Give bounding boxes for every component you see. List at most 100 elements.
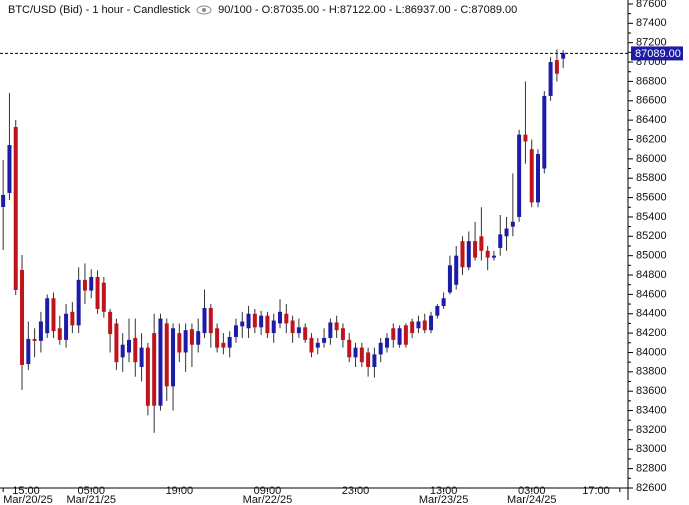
candle-body xyxy=(76,279,81,326)
y-tick-label: 84400 xyxy=(636,308,667,320)
candle-body xyxy=(7,145,12,193)
y-tick-label: 85000 xyxy=(636,250,667,262)
candle-body xyxy=(548,62,553,96)
y-tick-label: 86600 xyxy=(636,95,667,107)
candle-body xyxy=(510,221,515,227)
candle-body xyxy=(252,313,257,328)
candle-body xyxy=(1,194,6,207)
candle-body xyxy=(416,321,421,329)
candle-body xyxy=(183,330,188,353)
candle-body xyxy=(485,250,490,258)
candle-body xyxy=(397,328,402,345)
candle-body xyxy=(45,298,50,334)
candle-body xyxy=(145,347,150,406)
candle-body xyxy=(391,328,396,340)
x-date-label: Mar/21/25 xyxy=(66,494,116,505)
candle-body xyxy=(196,331,201,345)
candle-body xyxy=(422,320,427,331)
candle-body xyxy=(189,329,194,345)
candle-body xyxy=(32,338,37,341)
chart-info: 90/100 - O:87035.00 - H:87122.00 - L:869… xyxy=(218,4,518,16)
x-tick-label: 05:00 xyxy=(77,485,105,497)
candle-body xyxy=(340,328,345,340)
candle-body xyxy=(139,347,144,367)
candle-body xyxy=(133,337,138,363)
candle-body xyxy=(529,149,534,203)
y-tick-label: 85400 xyxy=(636,211,667,223)
candle-body xyxy=(265,315,270,334)
x-tick-label: 23:00 xyxy=(342,485,370,497)
candle-body xyxy=(460,241,465,268)
candle-body xyxy=(240,321,245,327)
y-tick-label: 87000 xyxy=(636,56,667,68)
candle-body xyxy=(410,321,415,334)
y-tick-label: 86400 xyxy=(636,114,667,126)
candle-body xyxy=(233,325,238,337)
candle-body xyxy=(429,315,434,331)
candle-body xyxy=(208,307,213,334)
y-tick-label: 82800 xyxy=(636,463,667,475)
candle-body xyxy=(561,53,566,59)
candle-body xyxy=(164,323,169,387)
candle-body xyxy=(70,311,75,326)
candle-body xyxy=(447,265,452,293)
candle-body xyxy=(89,276,94,291)
eye-icon xyxy=(196,5,212,15)
candle-body xyxy=(441,298,446,307)
x-tick-label: 03:00 xyxy=(518,485,546,497)
candle-body xyxy=(82,279,87,291)
candle-body xyxy=(435,306,440,316)
candle-body xyxy=(353,347,358,358)
candle-body xyxy=(378,342,383,355)
chart-title: BTC/USD (Bid) - 1 hour - Candlestick xyxy=(8,4,191,16)
y-tick-label: 84600 xyxy=(636,288,667,300)
y-tick-label: 86000 xyxy=(636,153,667,165)
x-tick-label: 17:00 xyxy=(582,485,610,497)
candle-body xyxy=(473,241,478,258)
y-tick-label: 87600 xyxy=(636,0,667,10)
candle-body xyxy=(454,255,459,285)
candle-body xyxy=(309,337,314,353)
candle-body xyxy=(95,276,100,309)
candle-body xyxy=(20,269,25,365)
y-tick-label: 84000 xyxy=(636,346,667,358)
candle-body xyxy=(366,352,371,367)
candle-body xyxy=(517,134,522,217)
candle-body xyxy=(498,234,503,248)
candle-body xyxy=(372,354,377,367)
y-tick-label: 85800 xyxy=(636,172,667,184)
candle-body xyxy=(38,321,43,341)
candle-body xyxy=(542,95,547,169)
x-date-label: Mar/24/25 xyxy=(507,494,557,505)
candle-body xyxy=(322,337,327,343)
x-tick-label: 19:00 xyxy=(166,485,194,497)
candle-body xyxy=(158,318,163,406)
y-tick-label: 84800 xyxy=(636,269,667,281)
y-tick-label: 83600 xyxy=(636,385,667,397)
candle-body xyxy=(57,328,62,340)
last-price-box xyxy=(631,46,683,61)
candle-body xyxy=(296,327,301,334)
y-tick-label: 83400 xyxy=(636,404,667,416)
candle-body xyxy=(202,307,207,334)
x-tick-label: 13:00 xyxy=(430,485,458,497)
candle-body xyxy=(120,344,125,358)
x-date-label: Mar/23/25 xyxy=(419,494,469,505)
candle-body xyxy=(259,315,264,328)
candle-body xyxy=(215,328,220,348)
y-tick-label: 83200 xyxy=(636,424,667,436)
candle-body xyxy=(64,313,69,340)
candle-body xyxy=(101,282,106,312)
candle-body xyxy=(523,134,528,142)
candle-body xyxy=(221,342,226,348)
y-tick-label: 82600 xyxy=(636,482,667,494)
candle-body xyxy=(171,328,176,387)
candle-body xyxy=(504,228,509,237)
candle-body xyxy=(328,322,333,338)
candle-body xyxy=(13,127,18,290)
candle-body xyxy=(347,339,352,358)
x-tick-label: 09:00 xyxy=(254,485,282,497)
y-tick-label: 85200 xyxy=(636,230,667,242)
candle-body xyxy=(51,298,56,332)
